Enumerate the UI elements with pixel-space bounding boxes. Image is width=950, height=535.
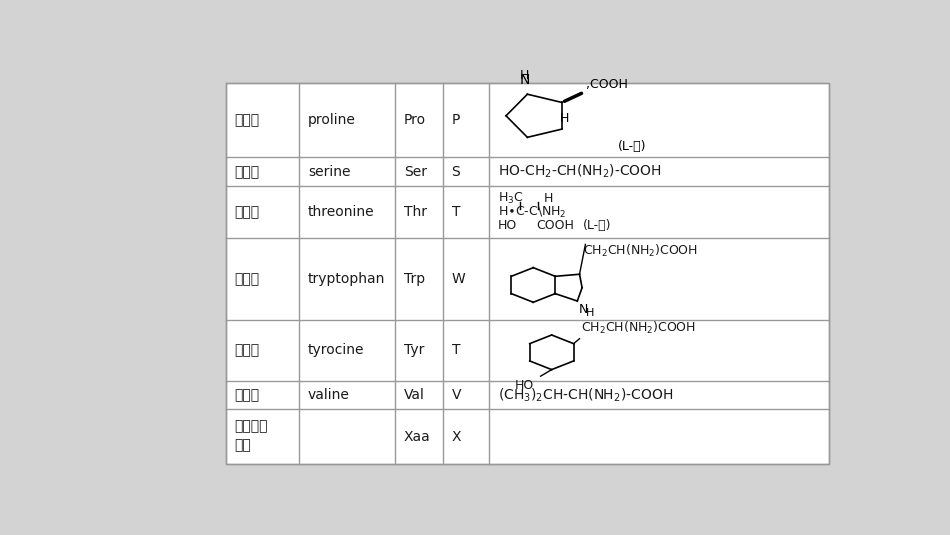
Text: V: V bbox=[451, 388, 461, 402]
Text: 色氨酸: 色氨酸 bbox=[235, 272, 259, 286]
Text: Trp: Trp bbox=[404, 272, 425, 286]
Text: serine: serine bbox=[308, 165, 351, 179]
Text: H$_3$C: H$_3$C bbox=[498, 191, 523, 206]
Text: Xaa: Xaa bbox=[404, 430, 430, 444]
Text: 丝氨酸: 丝氨酸 bbox=[235, 165, 259, 179]
Text: Thr: Thr bbox=[404, 205, 427, 219]
Text: Pro: Pro bbox=[404, 113, 426, 127]
Text: HO: HO bbox=[498, 219, 517, 232]
Text: HO-CH$_2$-CH(NH$_2$)-COOH: HO-CH$_2$-CH(NH$_2$)-COOH bbox=[498, 163, 662, 180]
Text: tryptophan: tryptophan bbox=[308, 272, 386, 286]
Text: valine: valine bbox=[308, 388, 350, 402]
Text: 苏氨酸: 苏氨酸 bbox=[235, 205, 259, 219]
Text: X: X bbox=[451, 430, 461, 444]
Text: (L-型): (L-型) bbox=[582, 219, 611, 232]
Text: threonine: threonine bbox=[308, 205, 374, 219]
Text: proline: proline bbox=[308, 113, 356, 127]
Text: H$\bullet$C-C$\backslash$NH$_2$: H$\bullet$C-C$\backslash$NH$_2$ bbox=[498, 204, 566, 220]
Text: CH$_2$CH(NH$_2$)COOH: CH$_2$CH(NH$_2$)COOH bbox=[581, 320, 696, 336]
Text: T: T bbox=[451, 343, 460, 357]
Text: 缬氨酸: 缬氨酸 bbox=[235, 388, 259, 402]
Text: H: H bbox=[543, 192, 553, 205]
Text: Tyr: Tyr bbox=[404, 343, 424, 357]
Text: Ser: Ser bbox=[404, 165, 427, 179]
Text: CH$_2$CH(NH$_2$)COOH: CH$_2$CH(NH$_2$)COOH bbox=[583, 243, 698, 259]
Text: (CH$_3$)$_2$CH-CH(NH$_2$)-COOH: (CH$_3$)$_2$CH-CH(NH$_2$)-COOH bbox=[498, 386, 673, 404]
FancyBboxPatch shape bbox=[225, 83, 829, 464]
Text: 脉氨酸: 脉氨酸 bbox=[235, 113, 259, 127]
Text: W: W bbox=[451, 272, 466, 286]
Text: P: P bbox=[451, 113, 460, 127]
Text: H: H bbox=[585, 308, 594, 318]
Text: tyrocine: tyrocine bbox=[308, 343, 365, 357]
Text: N: N bbox=[520, 73, 530, 87]
Text: Val: Val bbox=[404, 388, 425, 402]
Text: T: T bbox=[451, 205, 460, 219]
Text: N: N bbox=[579, 303, 588, 316]
Text: (L-型): (L-型) bbox=[618, 140, 646, 153]
Text: ,COOH: ,COOH bbox=[585, 78, 627, 91]
Text: 基酸: 基酸 bbox=[235, 438, 251, 452]
Text: COOH: COOH bbox=[536, 219, 574, 232]
Text: H: H bbox=[520, 69, 529, 82]
Text: 酪氨酸: 酪氨酸 bbox=[235, 343, 259, 357]
Text: H: H bbox=[560, 111, 569, 125]
Text: HO: HO bbox=[515, 379, 534, 392]
Text: S: S bbox=[451, 165, 461, 179]
Text: 非特定氨: 非特定氨 bbox=[235, 419, 268, 433]
